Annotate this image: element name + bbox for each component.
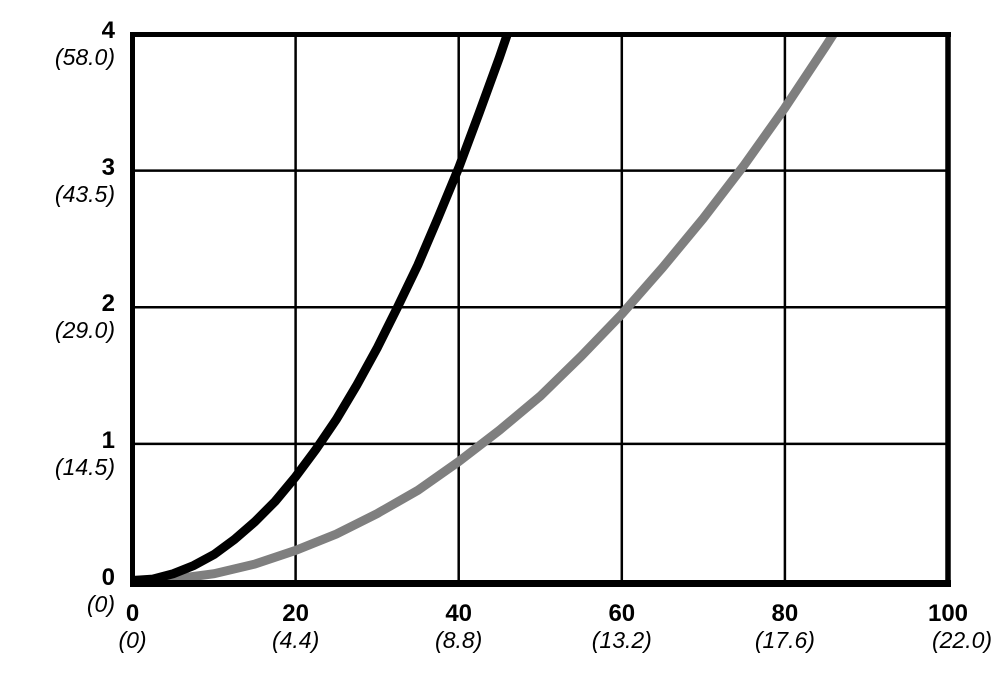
- gray-curve: [132, 37, 837, 585]
- x-tick-alt-value: (0): [118, 627, 147, 653]
- x-tick-alt-value: (17.6): [754, 627, 815, 653]
- black-curve: [132, 37, 512, 585]
- x-axis-tick: 60 (13.2): [592, 600, 652, 654]
- x-axis-tick: 40 (8.8): [435, 600, 482, 654]
- y-tick-value: 0: [101, 563, 115, 591]
- x-tick-value: 60: [608, 600, 636, 627]
- x-tick-alt-value: (4.4): [271, 627, 320, 653]
- x-tick-alt-value: (8.8): [435, 627, 483, 653]
- y-axis-tick: 1 (14.5): [55, 427, 115, 481]
- x-tick-value: 20: [282, 600, 309, 627]
- x-axis-tick: 0 (0): [118, 600, 146, 654]
- x-tick-value: 40: [445, 600, 473, 627]
- y-axis-tick: 0 (0): [87, 564, 115, 618]
- y-axis-tick: 2 (29.0): [55, 290, 115, 344]
- x-tick-alt-value: (13.2): [591, 627, 652, 653]
- plot-clip-group: [132, 37, 948, 585]
- x-axis-tick: 100 (22.0): [904, 600, 992, 654]
- y-tick-value: 3: [101, 153, 115, 181]
- x-tick-alt-value: (22.0): [931, 627, 993, 653]
- y-tick-alt-value: (29.0): [54, 317, 115, 344]
- y-tick-value: 2: [101, 290, 115, 318]
- x-axis-tick: 80 (17.6): [755, 600, 815, 654]
- x-tick-value: 80: [771, 600, 799, 627]
- y-tick-value: 4: [101, 17, 115, 44]
- x-axis-tick: 20 (4.4): [272, 600, 319, 654]
- y-tick-alt-value: (43.5): [54, 180, 115, 207]
- y-tick-alt-value: (14.5): [54, 453, 115, 480]
- y-axis-tick: 3 (43.5): [55, 154, 115, 208]
- y-tick-alt-value: (0): [86, 590, 115, 617]
- x-tick-value: 100: [927, 600, 969, 627]
- y-axis-tick: 4 (58.0): [55, 17, 115, 71]
- y-tick-value: 1: [101, 426, 115, 454]
- y-tick-alt-value: (58.0): [54, 44, 115, 70]
- x-tick-value: 0: [125, 600, 140, 627]
